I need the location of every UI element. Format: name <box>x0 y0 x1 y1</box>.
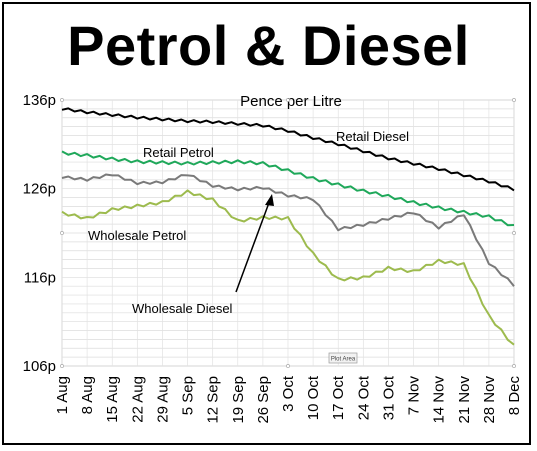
x-tick-label: 8 Aug <box>79 376 96 414</box>
plot-handle <box>512 98 516 102</box>
x-tick-label: 19 Sep <box>230 376 247 424</box>
plot-handle <box>286 364 290 368</box>
series-line-retail-petrol <box>61 150 515 227</box>
image-frame <box>2 2 531 445</box>
x-tick-label: 12 Sep <box>205 376 222 424</box>
annotation-wholesale-diesel: Wholesale Diesel <box>132 301 233 316</box>
annotation-wholesale-petrol: Wholesale Petrol <box>88 228 186 243</box>
plot-handle <box>60 364 64 368</box>
x-tick-label: 31 Oct <box>380 375 397 420</box>
x-tick-label: 3 Oct <box>280 375 297 412</box>
x-tick-label: 29 Aug <box>154 376 171 423</box>
headline: Petrol & Diesel <box>67 14 470 77</box>
x-tick-label: 26 Sep <box>255 376 272 424</box>
chart-title: Pence per Litre <box>240 93 342 110</box>
x-tick-label: 22 Aug <box>129 376 146 423</box>
x-tick-label: 5 Sep <box>180 376 197 415</box>
plot-handle <box>60 231 64 235</box>
series-line-wholesale-petrol <box>61 189 515 346</box>
y-tick-label: 126p <box>23 181 56 198</box>
x-tick-label: 1 Aug <box>54 376 71 414</box>
y-tick-label: 116p <box>24 269 56 286</box>
annotation-retail-petrol: Retail Petrol <box>143 145 214 160</box>
plot-area-tag-box <box>328 352 358 364</box>
plot-handle <box>512 364 516 368</box>
plot-handle <box>60 98 64 102</box>
x-tick-label: 7 Nov <box>406 376 423 416</box>
x-tick-label: 28 Nov <box>481 376 498 424</box>
x-tick-label: 14 Nov <box>431 376 448 424</box>
annotation-arrowhead <box>265 194 274 206</box>
x-tick-label: 21 Nov <box>456 376 473 424</box>
series-line-wholesale-diesel <box>61 173 515 287</box>
x-tick-label: 10 Oct <box>305 375 322 420</box>
annotation-retail-diesel: Retail Diesel <box>336 129 409 144</box>
series-line-retail-diesel <box>61 107 515 192</box>
y-tick-label: 136p <box>23 92 56 109</box>
plot-handle <box>286 98 290 102</box>
x-tick-label: 8 Dec <box>506 376 523 416</box>
plot-area-tag: Plot Area <box>331 357 356 363</box>
x-tick-label: 15 Aug <box>104 376 121 423</box>
x-tick-label: 24 Oct <box>355 375 372 420</box>
annotation-arrow-line <box>235 199 271 293</box>
y-tick-label: 106p <box>23 358 56 375</box>
x-tick-label: 17 Oct <box>330 375 347 420</box>
plot-handle <box>512 231 516 235</box>
